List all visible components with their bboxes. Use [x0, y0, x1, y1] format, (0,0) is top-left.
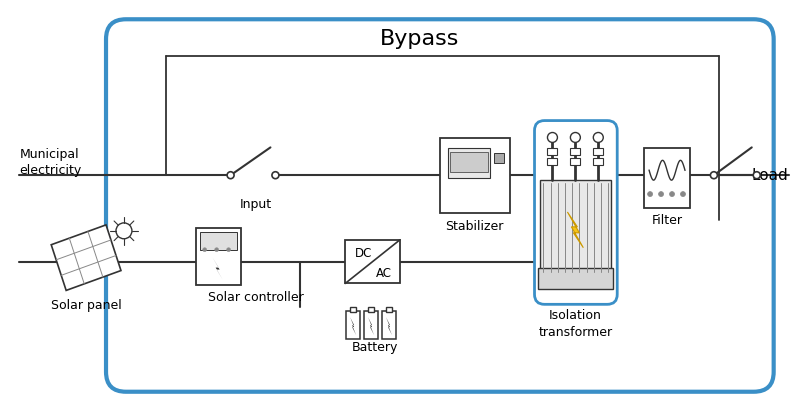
Bar	[547, 148, 558, 155]
Bar	[450, 152, 488, 172]
Bar	[547, 158, 558, 165]
Polygon shape	[212, 258, 223, 279]
Text: Battery: Battery	[352, 341, 398, 354]
Circle shape	[227, 172, 234, 179]
Bar	[200, 232, 237, 250]
Circle shape	[272, 172, 279, 179]
Circle shape	[116, 223, 132, 239]
Text: Municipal
electricity: Municipal electricity	[19, 148, 82, 178]
Bar	[346, 311, 360, 339]
Bar	[350, 307, 356, 312]
Text: AC: AC	[376, 267, 392, 280]
Bar	[345, 240, 400, 284]
Bar	[447, 148, 489, 178]
Circle shape	[227, 248, 230, 252]
Circle shape	[669, 192, 675, 196]
Circle shape	[710, 172, 718, 179]
Text: Load: Load	[752, 168, 789, 183]
Text: DC: DC	[355, 247, 372, 260]
Polygon shape	[567, 212, 584, 248]
Circle shape	[593, 132, 604, 143]
Circle shape	[659, 192, 664, 196]
FancyBboxPatch shape	[535, 120, 617, 304]
Text: Input: Input	[239, 198, 272, 211]
Text: Isolation
transformer: Isolation transformer	[539, 309, 612, 339]
Circle shape	[648, 192, 653, 196]
Bar	[593, 158, 604, 165]
Circle shape	[547, 132, 558, 143]
Text: Filter: Filter	[652, 214, 683, 227]
Circle shape	[753, 172, 760, 179]
Circle shape	[203, 248, 207, 252]
Bar	[196, 228, 241, 286]
Bar	[386, 307, 392, 312]
Polygon shape	[386, 317, 392, 335]
Polygon shape	[368, 317, 374, 335]
Polygon shape	[51, 225, 121, 291]
Circle shape	[215, 248, 219, 252]
Bar	[539, 268, 613, 289]
Bar	[440, 139, 509, 213]
Polygon shape	[350, 317, 356, 335]
Bar	[570, 148, 581, 155]
FancyBboxPatch shape	[106, 19, 774, 392]
Text: Bypass: Bypass	[380, 29, 459, 49]
Text: Solar panel: Solar panel	[51, 299, 121, 312]
Bar	[644, 148, 690, 208]
Bar	[593, 148, 604, 155]
Bar	[364, 311, 378, 339]
Text: Solar controller: Solar controller	[208, 291, 303, 305]
Bar	[570, 158, 581, 165]
Bar	[540, 180, 611, 275]
Circle shape	[570, 132, 581, 143]
Bar	[493, 153, 504, 163]
Text: Stabilizer: Stabilizer	[446, 220, 504, 233]
Bar	[368, 307, 374, 312]
Bar	[382, 311, 396, 339]
Circle shape	[680, 192, 686, 196]
